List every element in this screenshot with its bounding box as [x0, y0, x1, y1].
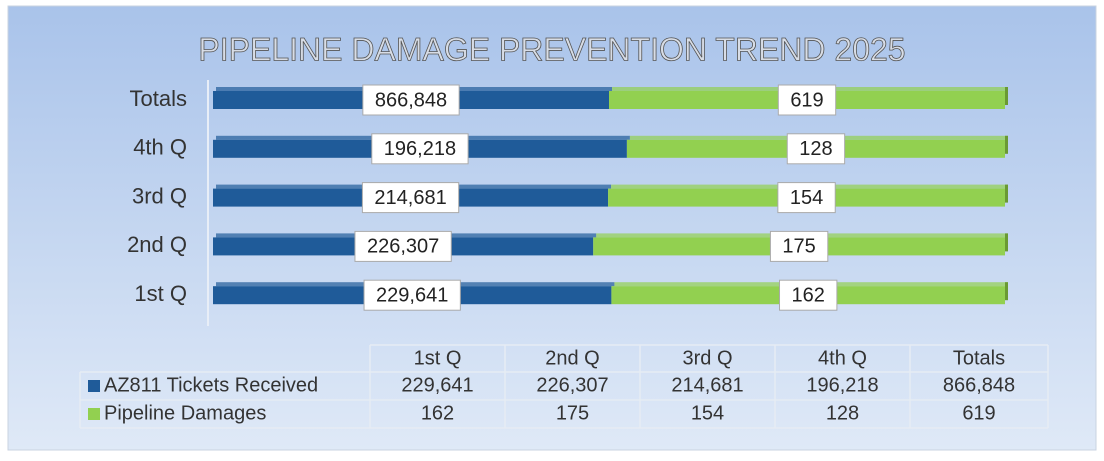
bar-end [1005, 87, 1008, 105]
data-label: 128 [799, 138, 832, 160]
table-cell: 154 [691, 402, 724, 424]
bar-end [1005, 184, 1008, 203]
data-label-box [361, 182, 460, 214]
legend-label: AZ811 Tickets Received [104, 374, 318, 396]
data-label-box [786, 133, 846, 165]
data-label-box [779, 279, 838, 311]
y-tick-label: 2nd Q [127, 232, 187, 257]
bar-end [1005, 282, 1008, 301]
table-cell: 128 [826, 402, 859, 424]
table-header: 4th Q [818, 347, 867, 369]
table-cell: 619 [962, 402, 995, 424]
y-tick-label: 4th Q [133, 135, 187, 160]
data-label-box [769, 230, 829, 262]
data-label: 162 [792, 284, 825, 306]
table-header: 3rd Q [682, 347, 732, 369]
table-cell: 229,641 [401, 374, 473, 396]
table-header: Totals [953, 347, 1005, 369]
table-cell: 226,307 [536, 374, 608, 396]
chart-background [7, 5, 1097, 451]
legend-key [88, 408, 100, 420]
y-tick-label: 3rd Q [132, 183, 187, 208]
data-label-box [777, 84, 837, 116]
legend-key [88, 380, 100, 392]
bar-end [1005, 233, 1008, 252]
data-label: 226,307 [367, 236, 439, 258]
table-header: 2nd Q [545, 347, 599, 369]
data-label: 229,641 [376, 284, 448, 306]
data-label: 214,681 [374, 187, 446, 209]
chart-title: PIPELINE DAMAGE PREVENTION TREND 2025 [198, 31, 905, 67]
table-cell: 162 [421, 402, 454, 424]
data-label-box [371, 133, 469, 165]
data-label-box [354, 230, 452, 262]
table-cell: 175 [556, 402, 589, 424]
table-cell: 196,218 [806, 374, 878, 396]
data-label: 196,218 [384, 138, 456, 160]
y-tick-label: 1st Q [134, 281, 187, 306]
data-label: 154 [790, 187, 823, 209]
y-tick-label: Totals [130, 86, 187, 111]
table-header: 1st Q [414, 347, 462, 369]
table-cell: 866,848 [943, 374, 1015, 396]
table-cell: 214,681 [671, 374, 743, 396]
data-label: 619 [790, 89, 823, 111]
data-label-box [777, 182, 836, 214]
data-label-box [363, 279, 461, 311]
data-label: 175 [782, 236, 815, 258]
bar-end [1005, 135, 1008, 154]
data-label: 866,848 [375, 89, 447, 111]
data-label-box [362, 84, 460, 116]
legend-label: Pipeline Damages [104, 402, 266, 424]
